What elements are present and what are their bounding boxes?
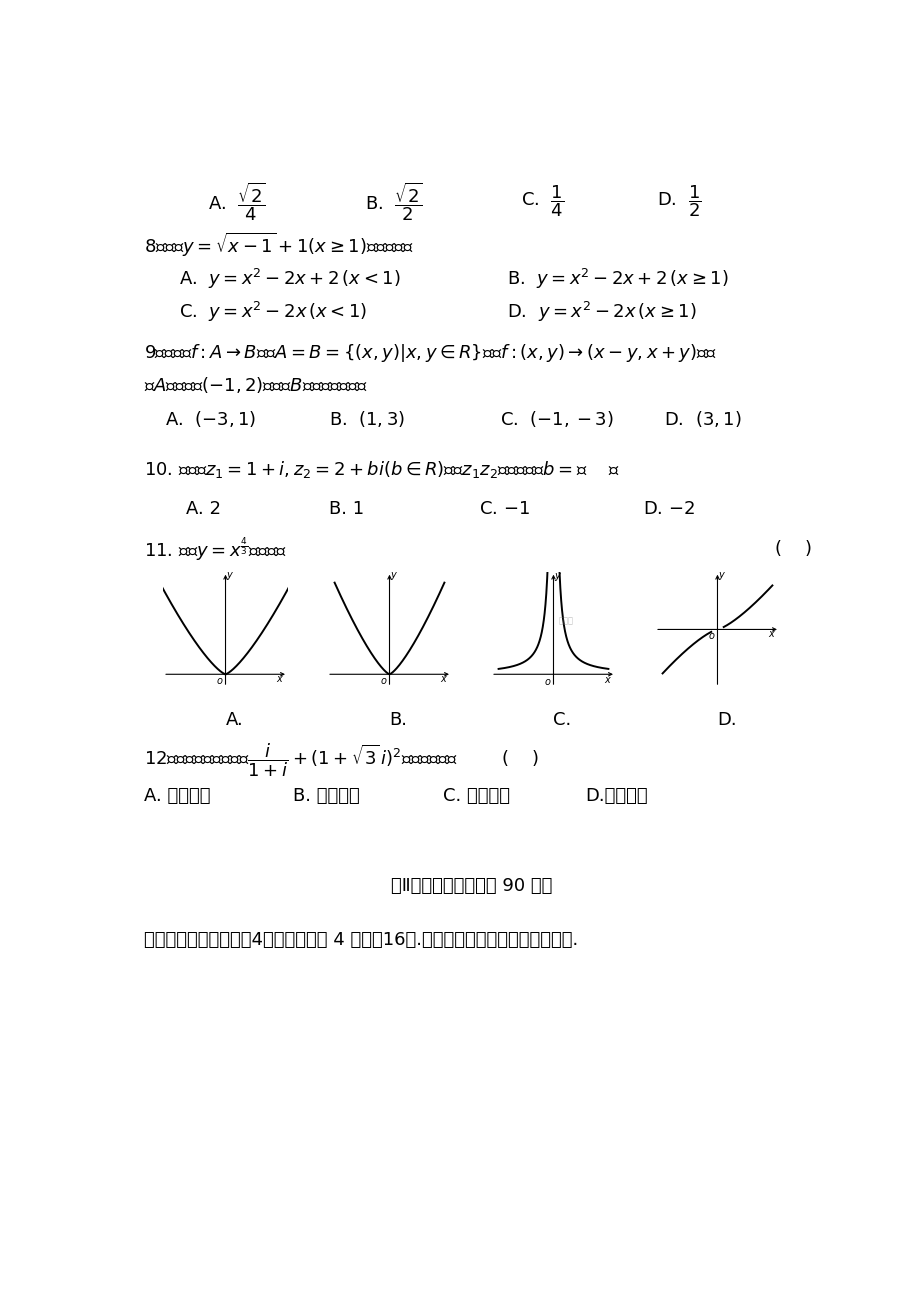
Text: 第Ⅱ卷（非选择题，共 90 分）: 第Ⅱ卷（非选择题，共 90 分） [391,878,551,894]
Text: B. 第二象限: B. 第二象限 [293,786,359,805]
Text: B.  $\dfrac{\sqrt{2}}{2}$: B. $\dfrac{\sqrt{2}}{2}$ [364,180,422,223]
Text: A. 2: A. 2 [186,500,221,518]
Text: A.  $\dfrac{\sqrt{2}}{4}$: A. $\dfrac{\sqrt{2}}{4}$ [208,180,266,223]
Text: B.  $y=x^2-2x+2\,(x\geq 1)$: B. $y=x^2-2x+2\,(x\geq 1)$ [506,267,728,290]
Text: B.  $(1,3)$: B. $(1,3)$ [329,409,404,428]
Text: D.  $\dfrac{1}{2}$: D. $\dfrac{1}{2}$ [656,184,700,219]
Text: C.  $y=x^2-2x\,(x<1)$: C. $y=x^2-2x\,(x<1)$ [179,299,367,324]
Text: A. 第一象限: A. 第一象限 [143,786,210,805]
Text: C.  $\dfrac{1}{4}$: C. $\dfrac{1}{4}$ [521,184,564,219]
Text: D.: D. [717,711,736,729]
Text: 9。在映射$f:A\rightarrow B$中，$A=B=\{(x,y)|x,y\in R\}$，且$f:(x,y)\rightarrow(x-y,x+y)$: 9。在映射$f:A\rightarrow B$中，$A=B=\{(x,y)|x,… [143,341,716,363]
Text: C.  $(-1,-3)$: C. $(-1,-3)$ [500,409,613,428]
Text: 10. 设复数$z_1=1+i,z_2=2+bi(b\in R)$，若$z_1z_2$为实数，则$b=$（    ）: 10. 设复数$z_1=1+i,z_2=2+bi(b\in R)$，若$z_1z… [143,458,618,479]
Text: A.: A. [225,711,243,729]
Text: A.  $(-3,1)$: A. $(-3,1)$ [165,409,255,428]
Text: A.  $y=x^2-2x+2\,(x<1)$: A. $y=x^2-2x+2\,(x<1)$ [179,267,401,290]
Text: 12、在复平面内，复数$\dfrac{i}{1+i}+(1+\sqrt{3}\,i)^2$对应的点位于        (    ): 12、在复平面内，复数$\dfrac{i}{1+i}+(1+\sqrt{3}\,… [143,741,538,779]
Text: D.第四象限: D.第四象限 [585,786,648,805]
Text: 11. 函数$y=x^{\frac{4}{3}}$的图象是: 11. 函数$y=x^{\frac{4}{3}}$的图象是 [143,535,286,564]
Text: D. $-2$: D. $-2$ [641,500,694,518]
Text: (    ): ( ) [774,540,811,559]
Text: C. 第三象限: C. 第三象限 [443,786,509,805]
Text: 与$A$中的元素$(-1,2)$对应的$B$中的元素为（）: 与$A$中的元素$(-1,2)$对应的$B$中的元素为（） [143,375,367,395]
Text: 8、函数$y=\sqrt{x-1}+1(x\geq 1)$的反函数是: 8、函数$y=\sqrt{x-1}+1(x\geq 1)$的反函数是 [143,230,413,259]
Text: D.  $(3,1)$: D. $(3,1)$ [664,409,741,428]
Text: C.: C. [553,711,571,729]
Text: D.  $y=x^2-2x\,(x\geq 1)$: D. $y=x^2-2x\,(x\geq 1)$ [506,299,696,324]
Text: C. $-1$: C. $-1$ [478,500,529,518]
Text: B.: B. [389,711,407,729]
Text: B. 1: B. 1 [329,500,364,518]
Text: 二、填空题：本大题兲4小题，每小题 4 分，內16分.把答案填在答题纸中对应横线上.: 二、填空题：本大题兲4小题，每小题 4 分，內16分.把答案填在答题纸中对应横线… [143,931,577,949]
